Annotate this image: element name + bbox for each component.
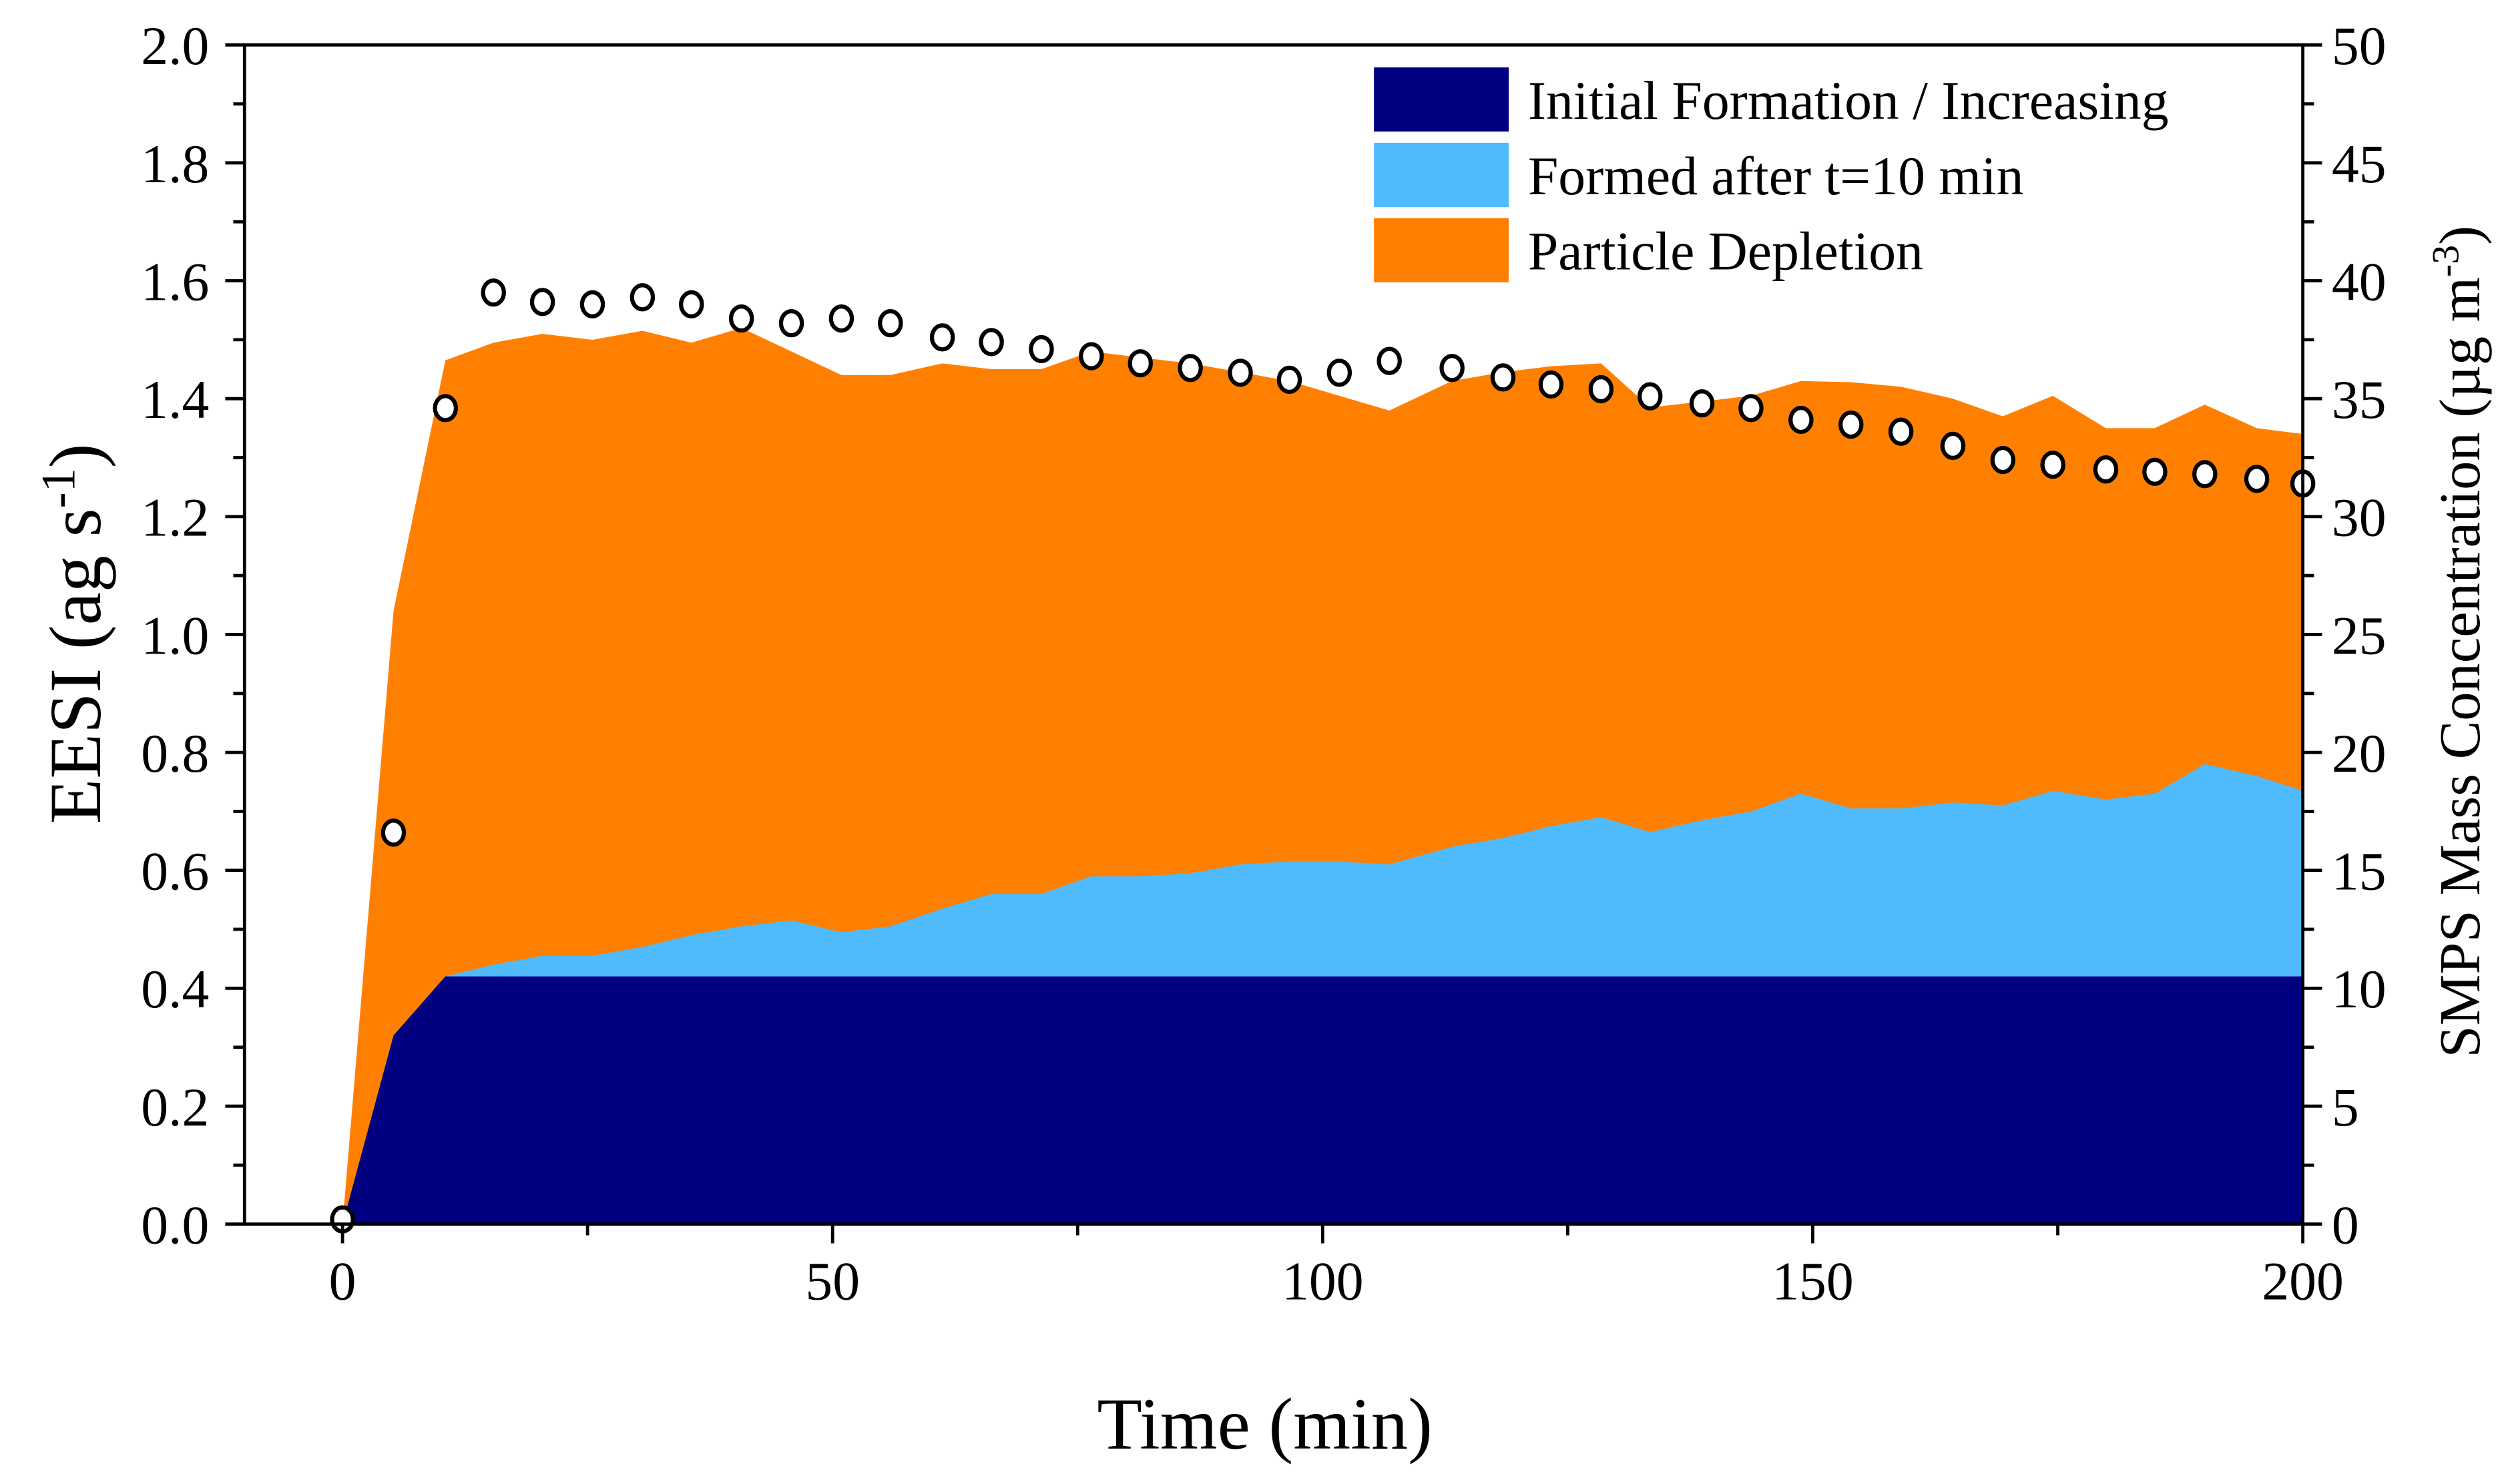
smps-data-point [1538, 370, 1564, 399]
y-left-tick-label: 0.6 [141, 841, 209, 902]
smps-data-point [1990, 445, 2016, 475]
smps-data-point [878, 309, 903, 338]
y-right-tick-label: 5 [2332, 1077, 2359, 1138]
smps-data-point [1788, 405, 1814, 435]
legend-label: Formed after t=10 min [1528, 146, 2024, 206]
legend-label: Initial Formation / Increasing [1528, 70, 2169, 131]
smps-data-point [728, 304, 754, 333]
y-right-tick-label: 40 [2332, 251, 2387, 312]
y-left-axis-title: EESI (ag s-1) [32, 443, 116, 824]
smps-data-point [1128, 349, 1154, 378]
y-right-tick-label: 25 [2332, 605, 2387, 666]
y-left-tick-label: 1.0 [141, 605, 209, 666]
y-left-tick-label: 1.2 [141, 487, 209, 548]
y-right-tick-label: 15 [2332, 841, 2387, 902]
smps-data-point [2244, 465, 2270, 493]
smps-data-point [679, 290, 704, 319]
smps-data-point [2142, 457, 2168, 486]
smps-data-point [778, 309, 804, 338]
y-right-tick-label: 20 [2332, 723, 2387, 784]
legend-swatch-formed-after-10min [1374, 142, 1509, 208]
y-left-tick-label: 1.8 [141, 134, 209, 194]
legend: Initial Formation / Increasing Formed aft… [1374, 67, 2169, 282]
x-tick-label: 100 [1282, 1251, 1364, 1312]
y-right-tick-label: 30 [2332, 487, 2387, 548]
y-left-tick-label: 0.2 [141, 1077, 209, 1138]
y-left-tick-label: 0.0 [141, 1195, 209, 1256]
smps-data-point [630, 283, 656, 312]
smps-data-point [2093, 455, 2119, 484]
smps-data-point [1940, 431, 1966, 461]
smps-data-point [1376, 346, 1402, 375]
smps-data-point [1276, 365, 1302, 395]
y-right-tick-label: 50 [2332, 15, 2387, 76]
smps-data-point [1638, 382, 1663, 411]
smps-data-point [1588, 375, 1614, 404]
smps-data-point [1079, 342, 1104, 370]
smps-data-point [929, 323, 955, 352]
y-right-tick-label: 45 [2332, 134, 2387, 194]
smps-markers [330, 278, 2316, 1234]
y-left-tick-label: 0.8 [141, 723, 209, 784]
smps-data-point [1439, 354, 1465, 383]
smps-data-point [1326, 358, 1352, 387]
initial-formation-area [244, 976, 2303, 1224]
smps-data-point [828, 304, 854, 333]
smps-data-point [1888, 417, 1914, 446]
smps-data-point [1228, 358, 1253, 387]
stacked-areas [244, 328, 2303, 1224]
x-tick-label: 200 [2262, 1251, 2344, 1312]
x-tick-label: 50 [805, 1251, 860, 1312]
smps-data-point [1738, 394, 1764, 423]
y-left-tick-label: 1.4 [141, 369, 209, 430]
smps-data-point [481, 278, 506, 307]
x-axis-title: Time (min) [1097, 1383, 1433, 1465]
smps-data-point [381, 818, 407, 847]
smps-data-point [1490, 363, 1516, 392]
smps-data-point [1689, 389, 1715, 418]
y-left-tick-label: 0.4 [141, 959, 209, 1019]
x-tick-label: 0 [329, 1251, 356, 1312]
legend-swatch-particle-depletion [1374, 218, 1509, 282]
smps-data-point [433, 394, 459, 423]
smps-data-point [1838, 410, 1864, 439]
smps-data-point [579, 290, 605, 319]
y-left-tick-label: 2.0 [141, 15, 209, 76]
x-tick-label: 150 [1772, 1251, 1854, 1312]
y-right-tick-label: 0 [2332, 1195, 2359, 1256]
smps-data-point [1178, 354, 1203, 383]
smps-data-point [1029, 334, 1054, 364]
y-left-tick-label: 1.6 [141, 251, 209, 312]
smps-data-point [2192, 460, 2218, 489]
y-right-tick-label: 35 [2332, 369, 2387, 430]
y-right-axis-title: SMPS Mass Concentration (µg m-3) [2425, 226, 2492, 1057]
smps-data-point [979, 328, 1004, 356]
smps-data-point [529, 288, 555, 316]
legend-swatch-initial-formation [1374, 67, 1509, 132]
axes: 0 50 100 150 2000.00.20.40.60.81.01.21.41.61… [141, 15, 2386, 1311]
legend-label: Particle Depletion [1528, 221, 1923, 282]
y-right-tick-label: 10 [2332, 959, 2387, 1019]
smps-data-point [2040, 450, 2065, 479]
